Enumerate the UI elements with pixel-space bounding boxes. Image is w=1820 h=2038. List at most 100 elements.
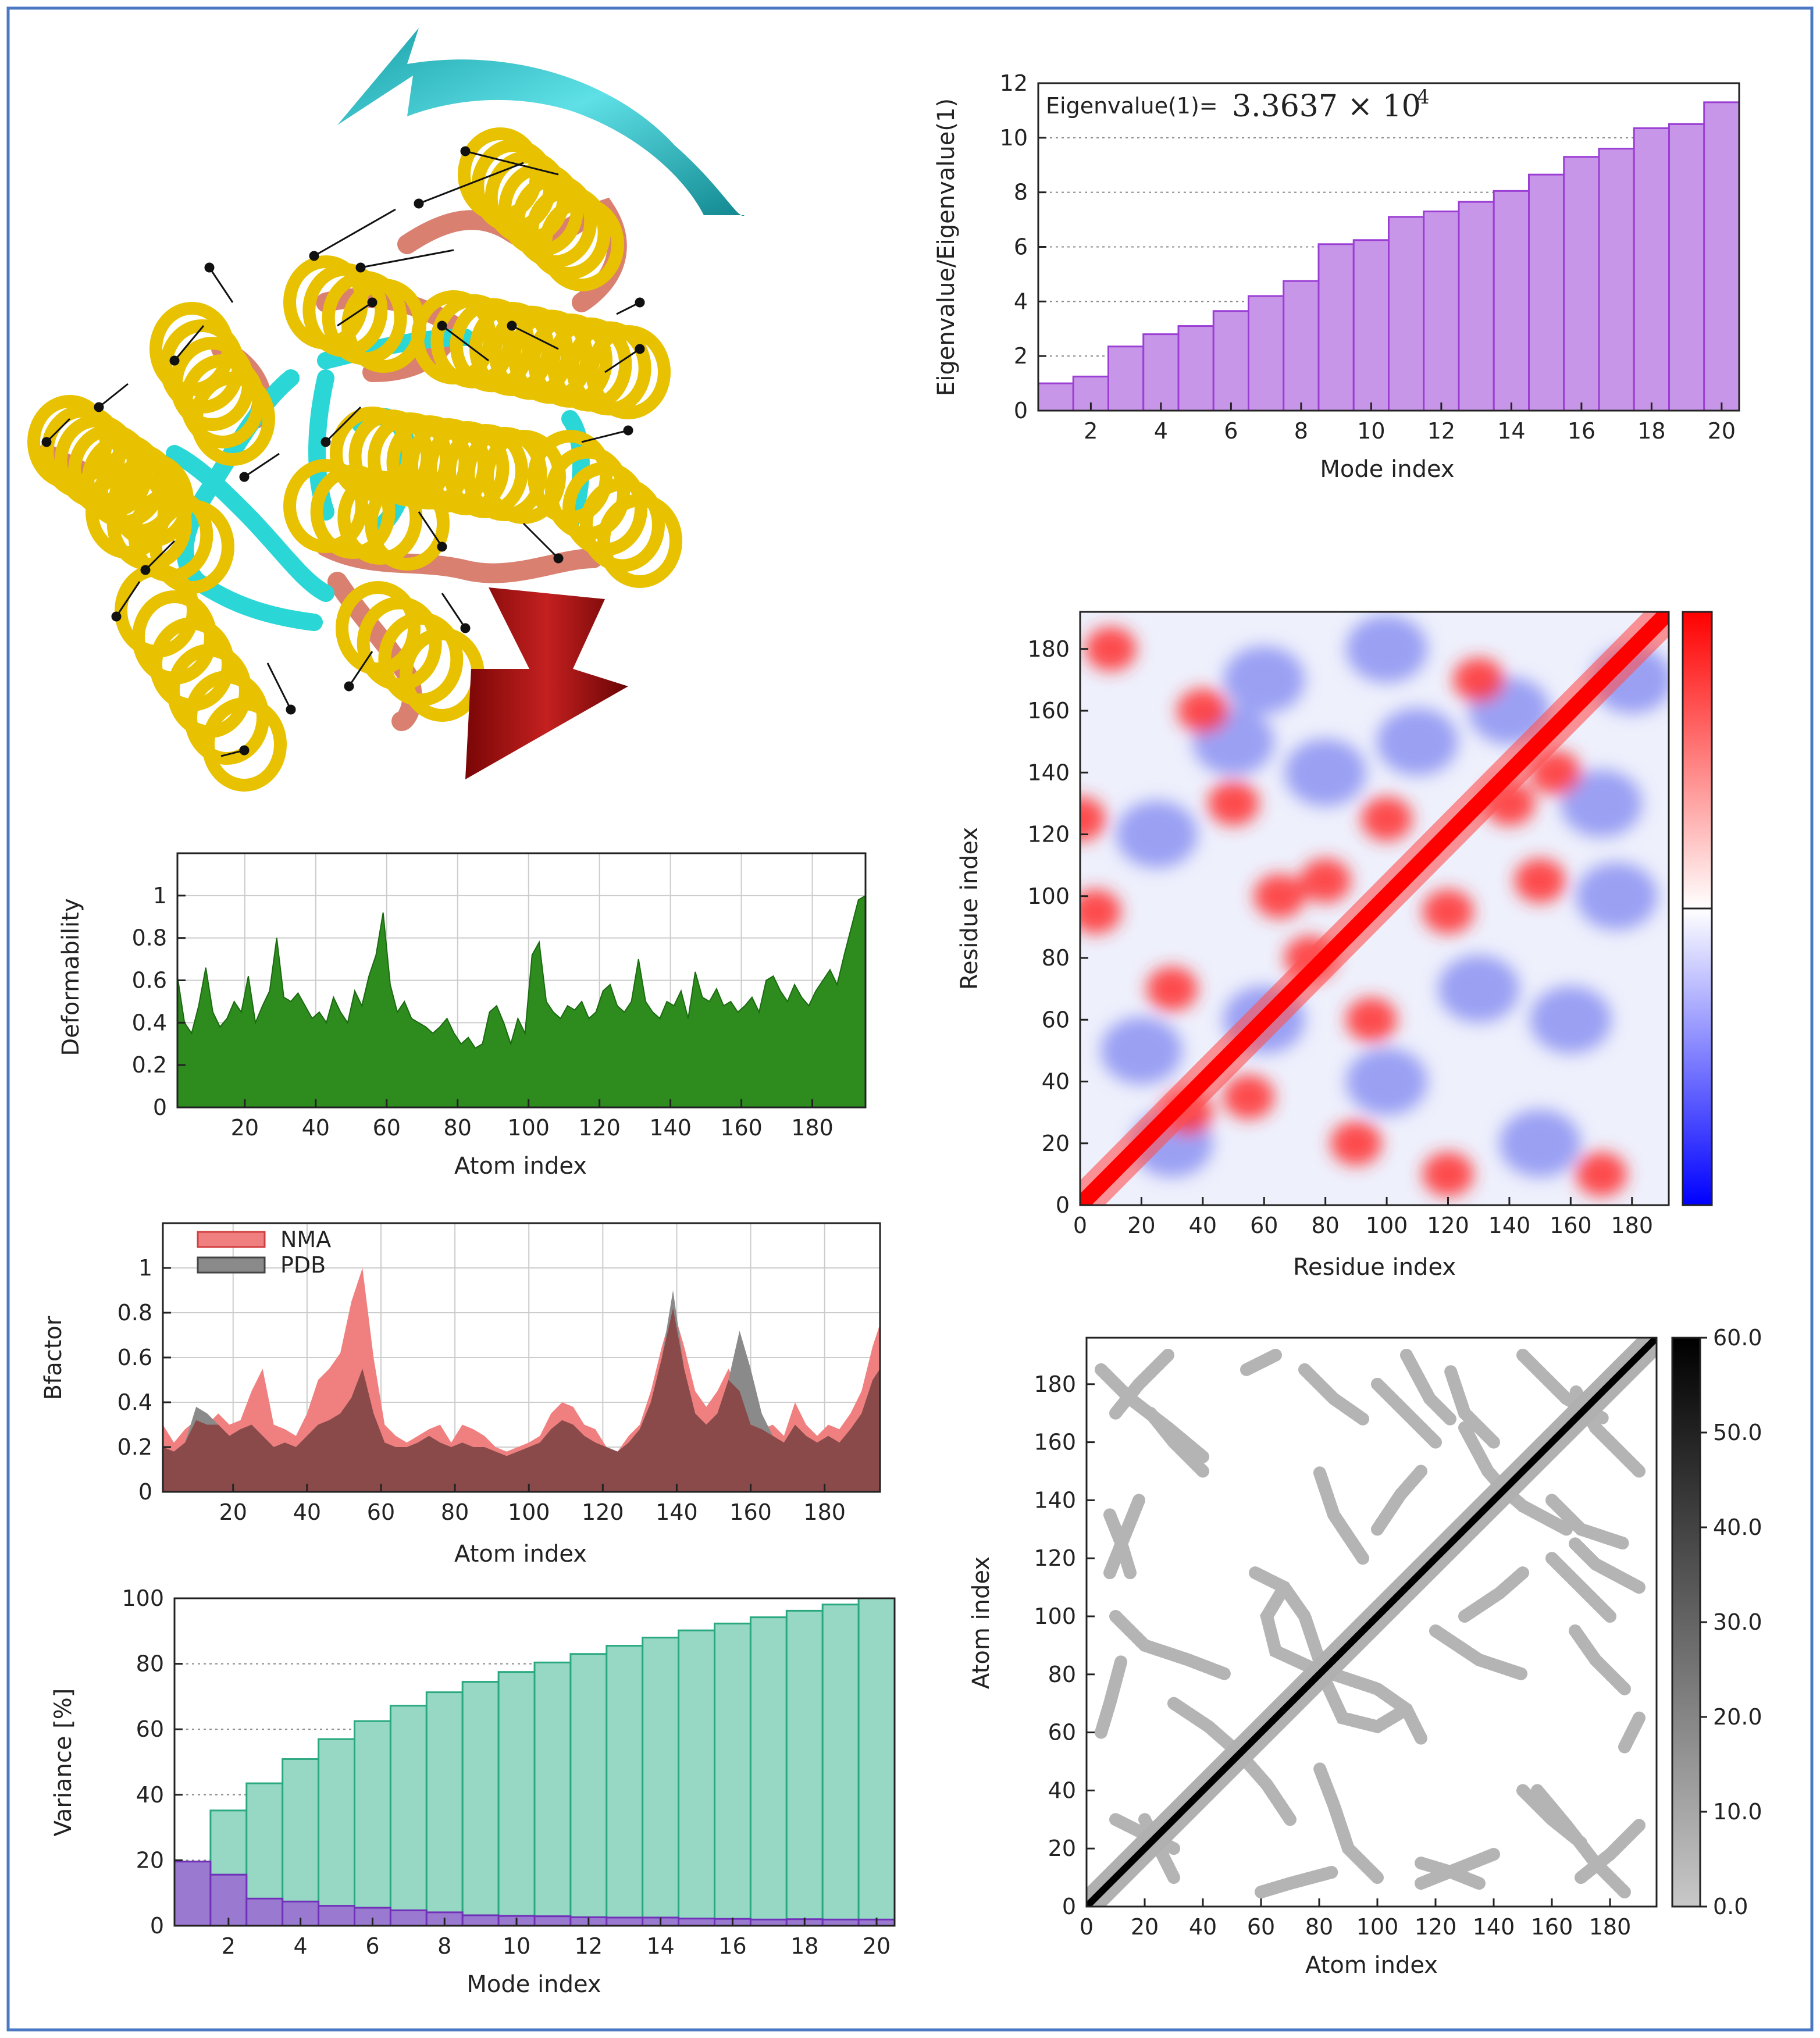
helix-turn (341, 279, 426, 373)
helix-turn (190, 372, 275, 466)
x-tick-label: 6 (365, 1933, 379, 1959)
deformability-chart: 20 40 60 80 100 120 140 160 180 0 0.2 0.4 0.6 0.8 1 A… (58, 852, 867, 1180)
cov-red-region (1146, 967, 1198, 1011)
motion-vector-head (204, 262, 215, 273)
motion-vector-head (355, 262, 366, 273)
individual-variance-bar (209, 1873, 248, 1927)
eigen-bar (1248, 295, 1285, 412)
x-tick-label: 4 (1154, 418, 1168, 444)
cov-red-region (1422, 889, 1474, 934)
x-tick-label: 120 (1415, 1914, 1457, 1940)
motion-vector (581, 429, 629, 443)
contact-cluster (1575, 1819, 1646, 1884)
y-tick-label: 100 (1034, 1604, 1076, 1629)
y-tick-label: 180 (1034, 1371, 1076, 1397)
cov-red-region (1253, 874, 1305, 918)
y-tick-label: 20 (1048, 1836, 1076, 1861)
cov-blue-region (1116, 800, 1198, 868)
motion-vector (173, 325, 205, 361)
y-tick-label: 0.6 (132, 968, 167, 993)
helix-turn (525, 186, 611, 280)
y-tick-label: 0 (1062, 1894, 1076, 1919)
helix-turn (365, 476, 450, 571)
x-tick-label: 10 (503, 1933, 530, 1959)
helix-turn (149, 500, 234, 594)
cov-blue-region (1499, 1109, 1581, 1177)
contact-cluster-mirror (1516, 1784, 1587, 1850)
motion-vector (522, 522, 560, 560)
y-tick-label: 80 (1048, 1662, 1076, 1687)
y-tick-label: 0.8 (132, 925, 167, 951)
cov-red-region (1514, 858, 1566, 903)
individual-variance-bar (173, 1861, 212, 1927)
cumulative-variance-bar (749, 1616, 788, 1927)
individual-variance-bar (821, 1918, 860, 1927)
legend-pdb-swatch (197, 1256, 266, 1274)
motion-vector-head (309, 251, 319, 261)
individual-variance-bar (245, 1897, 284, 1927)
contact-cluster (1319, 1673, 1413, 1734)
x-tick-label: 16 (1568, 418, 1595, 444)
y-tick-label: 0 (153, 1095, 167, 1120)
x-tick-label: 20 (231, 1115, 259, 1141)
y-tick-label: 0.4 (132, 1010, 167, 1035)
cov-red-region (1345, 997, 1397, 1042)
motion-vector-head (507, 320, 517, 331)
y-tick-label: 0.4 (117, 1389, 152, 1415)
variance-x-axis-label: Mode index (466, 1971, 601, 1998)
x-tick-label: 160 (1550, 1213, 1592, 1238)
x-tick-label: 140 (1488, 1213, 1531, 1238)
y-tick-label: 0 (138, 1479, 152, 1505)
x-tick-label: 20 (1708, 418, 1736, 444)
contact-cluster (1298, 1363, 1369, 1426)
y-tick-label: 0 (1014, 398, 1028, 423)
helix-segments (27, 127, 682, 792)
contact-cluster (1167, 1697, 1238, 1754)
colorbar-tick-label: 40.0 (1713, 1515, 1762, 1540)
cumulative-variance-bar (569, 1653, 608, 1927)
motion-vector (441, 593, 466, 629)
x-tick-label: 18 (790, 1933, 818, 1959)
x-tick-label: 0 (1080, 1914, 1094, 1940)
individual-variance-bar (678, 1918, 715, 1927)
x-tick-label: 180 (803, 1499, 846, 1525)
eigen-y-axis-label: Eigenvalue/Eigenvalue(1) (933, 98, 960, 396)
contact-cluster (1545, 1552, 1616, 1623)
motion-vector-head (437, 320, 447, 331)
contact-cluster-mirror (1444, 1363, 1500, 1449)
x-tick-label: 12 (1427, 418, 1455, 444)
motion-vector (418, 511, 443, 547)
eigen-bar (1283, 280, 1320, 412)
protein-structure-panel (27, 28, 745, 792)
variance-y-axis-label: Variance [%] (50, 1688, 77, 1837)
deform-area (177, 895, 866, 1108)
eigen-bar (1598, 148, 1635, 412)
cov-red-region (1453, 657, 1505, 702)
motion-vector-head (41, 437, 52, 447)
x-tick-label: 140 (649, 1115, 692, 1141)
cov-red-region (1299, 858, 1351, 903)
x-tick-label: 20 (863, 1933, 891, 1959)
contact-cluster (1618, 1711, 1646, 1754)
contact-cluster-mirror (1240, 1755, 1297, 1826)
cov-red-region (1080, 796, 1106, 841)
x-tick-label: 14 (646, 1933, 674, 1959)
cumulative-variance-bar (533, 1661, 572, 1927)
deform-x-axis-label: Atom index (454, 1153, 587, 1180)
motion-vector (325, 406, 362, 443)
motion-vector (337, 301, 373, 327)
contact-cluster (1400, 1348, 1456, 1426)
cov-x-axis-label: Residue index (1293, 1254, 1456, 1281)
motion-vector-head (623, 425, 633, 436)
x-tick-label: 8 (437, 1933, 451, 1959)
cov-blue-region (1376, 708, 1458, 776)
eigen-title-exponent: 4 (1417, 85, 1430, 109)
x-tick-label: 180 (1589, 1914, 1632, 1940)
y-tick-label: 0.8 (117, 1300, 152, 1326)
motion-vector (314, 208, 396, 257)
eigen-bar (1352, 239, 1390, 412)
y-tick-label: 160 (1034, 1430, 1076, 1455)
individual-variance-bars (173, 1861, 896, 1927)
eigen-bar (1703, 101, 1740, 412)
contact-cluster-mirror (1458, 1566, 1529, 1623)
